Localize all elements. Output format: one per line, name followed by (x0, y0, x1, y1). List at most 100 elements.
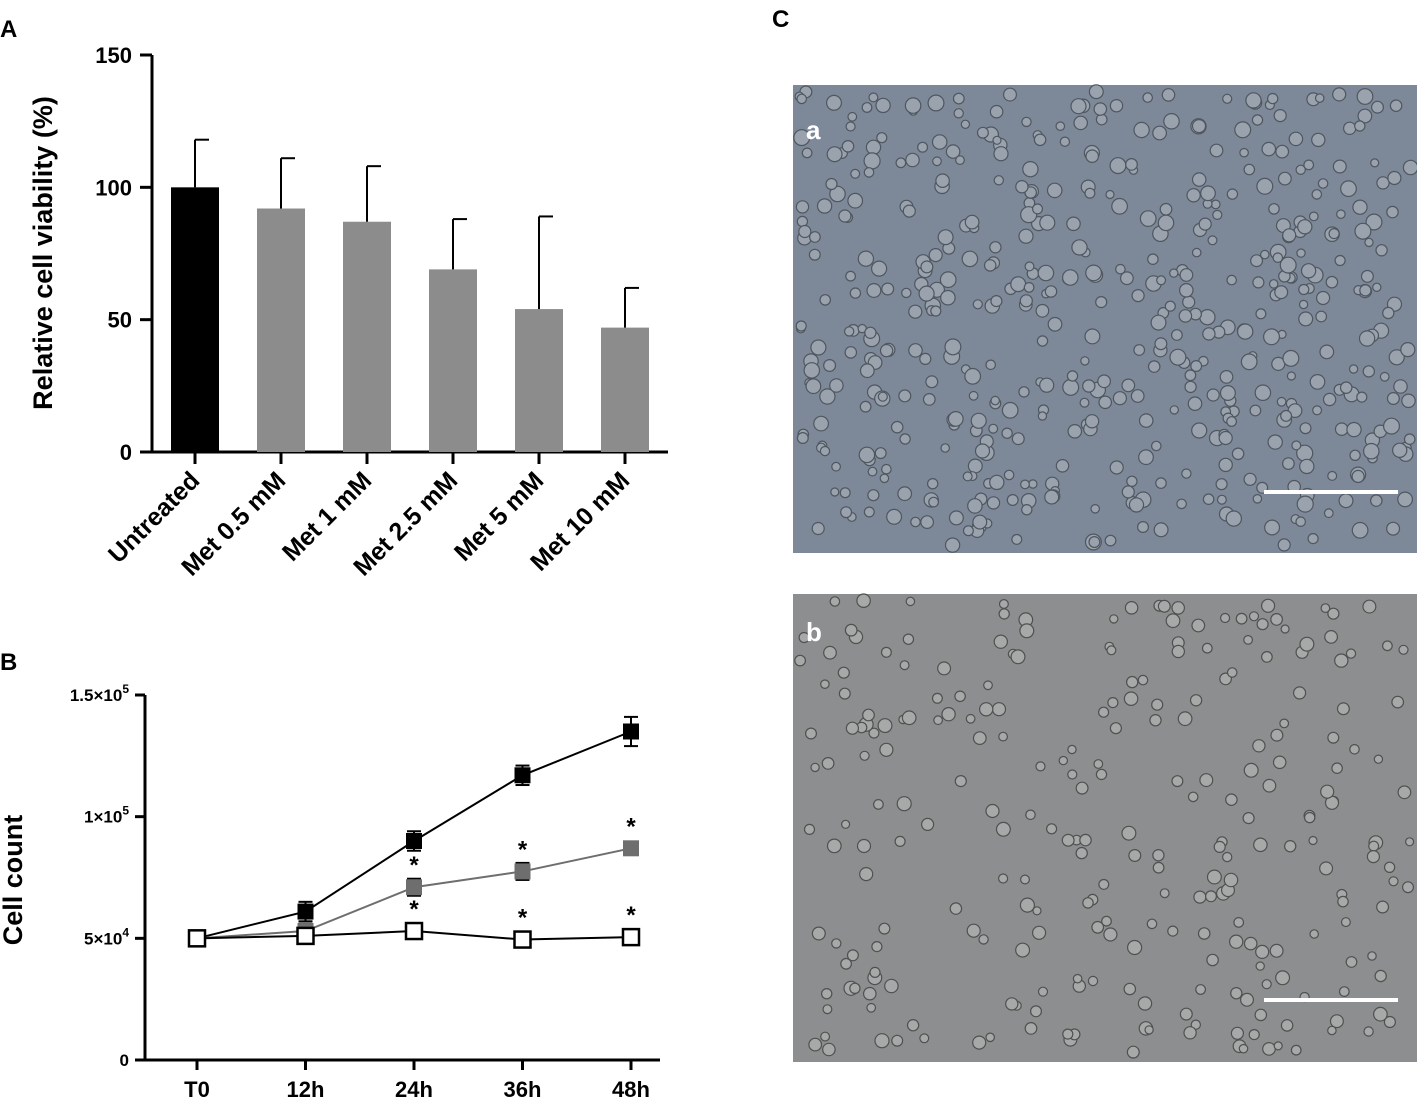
cell (1402, 159, 1417, 176)
cell (1276, 396, 1287, 407)
cell (1358, 330, 1376, 347)
cell (822, 1042, 836, 1057)
x-category-label: 12h (287, 1077, 325, 1102)
cell (931, 134, 948, 150)
cell (1339, 381, 1353, 394)
cell (1121, 378, 1136, 393)
image-b-label: b (806, 617, 822, 647)
cell (1193, 890, 1207, 904)
cell (1365, 213, 1383, 231)
cell (1124, 600, 1139, 615)
cell (1243, 472, 1257, 486)
cell (952, 92, 965, 105)
cell (1254, 384, 1272, 401)
cell (1084, 414, 1100, 429)
cell (805, 378, 822, 395)
cell (1029, 1005, 1042, 1018)
cell (856, 593, 871, 608)
cell (1332, 87, 1347, 102)
cell (795, 320, 807, 332)
cell (1087, 975, 1099, 987)
y-tick-label: 0 (120, 1051, 129, 1070)
cell (920, 817, 935, 832)
cell (1379, 371, 1390, 382)
cell (1283, 840, 1297, 853)
cell (859, 400, 872, 413)
cell (1035, 761, 1046, 772)
data-point (623, 723, 639, 740)
cell (1228, 934, 1244, 949)
cell (972, 731, 987, 745)
cell (838, 687, 851, 700)
cell (1097, 706, 1110, 718)
cell (1299, 636, 1315, 652)
cell (902, 633, 915, 645)
x-category-label: T0 (184, 1077, 210, 1102)
cell (1269, 943, 1284, 958)
cell (1322, 392, 1337, 407)
cell (1085, 264, 1102, 282)
cell (1303, 811, 1316, 824)
cell (1018, 228, 1034, 244)
cell (1179, 1007, 1193, 1021)
cell (928, 248, 943, 263)
cell (1067, 744, 1077, 755)
cell (1311, 189, 1323, 200)
cell (877, 391, 888, 402)
cell (1130, 389, 1145, 403)
cell (819, 388, 836, 405)
cell (1146, 918, 1158, 930)
cell (905, 596, 916, 607)
y-axis-label-cell-count: Cell count (0, 815, 28, 946)
cell (881, 463, 892, 475)
cell (1147, 253, 1159, 266)
y-tick-label: 1.5×105 (70, 682, 129, 705)
cell (1011, 533, 1023, 545)
cell (944, 338, 962, 356)
cell (1126, 1045, 1140, 1059)
cell (918, 285, 935, 302)
cell (1150, 314, 1167, 331)
cell (1189, 694, 1203, 707)
cell (1010, 276, 1027, 293)
cell (1242, 811, 1255, 825)
y-tick-label: 5×104 (84, 925, 129, 948)
cell (927, 94, 945, 112)
cell (1226, 667, 1238, 678)
cell (1240, 353, 1258, 371)
cell (1044, 489, 1060, 505)
cell (1067, 769, 1078, 780)
cell (1277, 171, 1292, 186)
cell (960, 119, 971, 130)
cell (1221, 851, 1233, 863)
cell (1191, 422, 1208, 439)
image-b-cells (794, 593, 1415, 1059)
cell (1366, 849, 1381, 864)
cell (1206, 869, 1222, 885)
cell (1209, 143, 1224, 158)
cell (870, 260, 888, 277)
cell (1144, 1025, 1154, 1035)
panel-b-letter: B (0, 649, 17, 676)
cell (1337, 895, 1349, 908)
cell (1182, 295, 1196, 309)
cell (1255, 944, 1270, 960)
cell (1062, 1028, 1074, 1040)
cell (1357, 108, 1373, 124)
cell (1226, 274, 1237, 286)
cell (1367, 951, 1377, 961)
cell (1386, 205, 1399, 219)
cell (1062, 269, 1079, 286)
cell (801, 147, 813, 159)
cell (932, 156, 942, 167)
y-tick-label: 1×105 (84, 804, 129, 827)
cell (1039, 214, 1056, 231)
cell (1001, 401, 1019, 419)
cell (804, 727, 817, 740)
cell (1131, 289, 1145, 303)
cell (1197, 927, 1211, 940)
cell (844, 623, 858, 637)
cell (1156, 275, 1167, 286)
cell (933, 715, 943, 726)
cell (1159, 202, 1173, 216)
